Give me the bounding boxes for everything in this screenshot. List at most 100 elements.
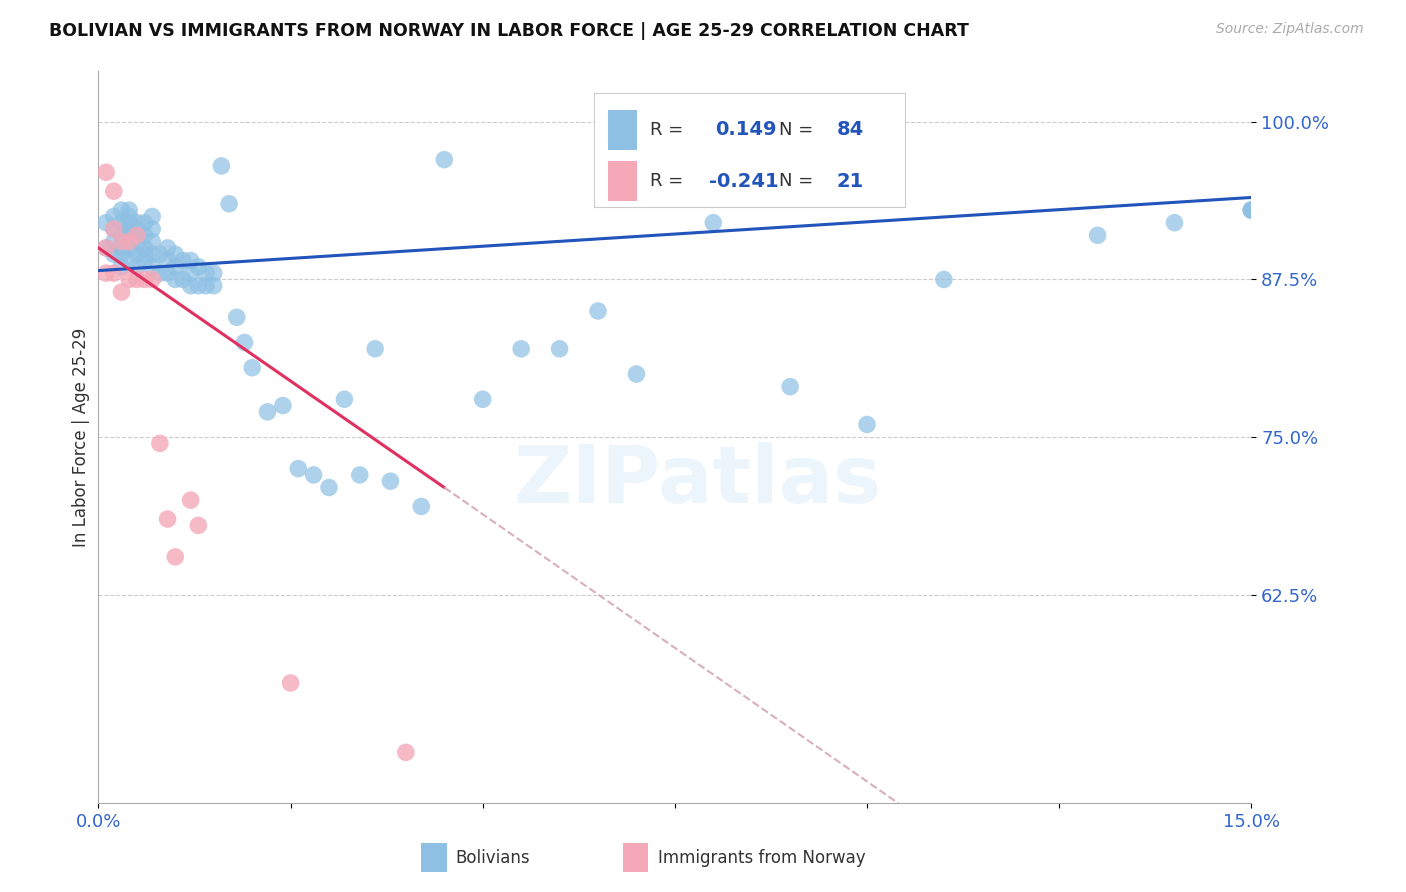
Point — [364, 342, 387, 356]
Point — [110, 216, 132, 230]
Point — [134, 241, 156, 255]
Text: -0.241: -0.241 — [710, 171, 779, 191]
Point — [134, 253, 156, 268]
Point — [141, 260, 163, 274]
Point — [165, 272, 187, 286]
Point — [110, 203, 132, 218]
Point — [110, 228, 132, 243]
Point — [110, 285, 132, 299]
Text: N =: N = — [779, 172, 818, 190]
Point — [180, 266, 202, 280]
Point — [103, 235, 125, 249]
Point — [195, 266, 218, 280]
Point — [94, 216, 117, 230]
Point — [134, 228, 156, 243]
Point — [233, 335, 256, 350]
Point — [180, 278, 202, 293]
Point — [165, 549, 187, 564]
Point — [1087, 228, 1109, 243]
Point — [118, 253, 141, 268]
Bar — [607, 110, 637, 150]
Point — [103, 266, 125, 280]
Point — [141, 210, 163, 224]
Point — [125, 272, 148, 286]
Point — [118, 241, 141, 255]
Point — [103, 184, 125, 198]
Point — [134, 272, 156, 286]
Point — [280, 676, 302, 690]
Point — [156, 266, 179, 280]
Point — [118, 235, 141, 249]
Point — [548, 342, 571, 356]
Text: ZIPatlas: ZIPatlas — [513, 442, 882, 520]
Point — [118, 216, 141, 230]
Point — [94, 241, 117, 255]
Point — [125, 260, 148, 274]
Point — [510, 342, 533, 356]
Point — [134, 247, 156, 261]
Point — [180, 493, 202, 508]
Y-axis label: In Labor Force | Age 25-29: In Labor Force | Age 25-29 — [72, 327, 90, 547]
Point — [141, 235, 163, 249]
Point — [586, 304, 609, 318]
Text: Bolivians: Bolivians — [456, 848, 530, 867]
Point — [156, 253, 179, 268]
Point — [103, 222, 125, 236]
Bar — [607, 161, 637, 202]
Point — [125, 247, 148, 261]
Point — [225, 310, 247, 325]
Point — [125, 222, 148, 236]
Point — [125, 228, 148, 243]
Point — [149, 266, 172, 280]
Point — [172, 253, 194, 268]
Point — [395, 745, 418, 759]
Point — [103, 222, 125, 236]
Point — [302, 467, 325, 482]
Point — [141, 272, 163, 286]
Point — [287, 461, 309, 475]
Point — [202, 266, 225, 280]
Point — [125, 216, 148, 230]
Point — [187, 278, 209, 293]
Point — [94, 266, 117, 280]
FancyBboxPatch shape — [595, 94, 905, 207]
Point — [471, 392, 494, 407]
Point — [141, 222, 163, 236]
Text: Immigrants from Norway: Immigrants from Norway — [658, 848, 865, 867]
Point — [110, 260, 132, 274]
Point — [1240, 203, 1263, 218]
Point — [256, 405, 278, 419]
Point — [1163, 216, 1185, 230]
Point — [180, 253, 202, 268]
Point — [118, 272, 141, 286]
Text: 84: 84 — [837, 120, 863, 139]
Bar — [422, 843, 447, 872]
Point — [702, 216, 724, 230]
Point — [156, 512, 179, 526]
Point — [94, 165, 117, 179]
Text: Source: ZipAtlas.com: Source: ZipAtlas.com — [1216, 22, 1364, 37]
Point — [103, 210, 125, 224]
Point — [172, 272, 194, 286]
Point — [349, 467, 371, 482]
Point — [209, 159, 232, 173]
Point — [333, 392, 356, 407]
Text: R =: R = — [650, 121, 689, 139]
Point — [165, 247, 187, 261]
Point — [779, 379, 801, 393]
Point — [433, 153, 456, 167]
Point — [240, 360, 263, 375]
Point — [1240, 203, 1263, 218]
Point — [110, 247, 132, 261]
Point — [118, 222, 141, 236]
Text: R =: R = — [650, 172, 689, 190]
Point — [134, 216, 156, 230]
Point — [411, 500, 433, 514]
Point — [125, 235, 148, 249]
Point — [271, 399, 294, 413]
Point — [141, 247, 163, 261]
Point — [156, 241, 179, 255]
Point — [195, 278, 218, 293]
Point — [187, 518, 209, 533]
Point — [149, 436, 172, 450]
